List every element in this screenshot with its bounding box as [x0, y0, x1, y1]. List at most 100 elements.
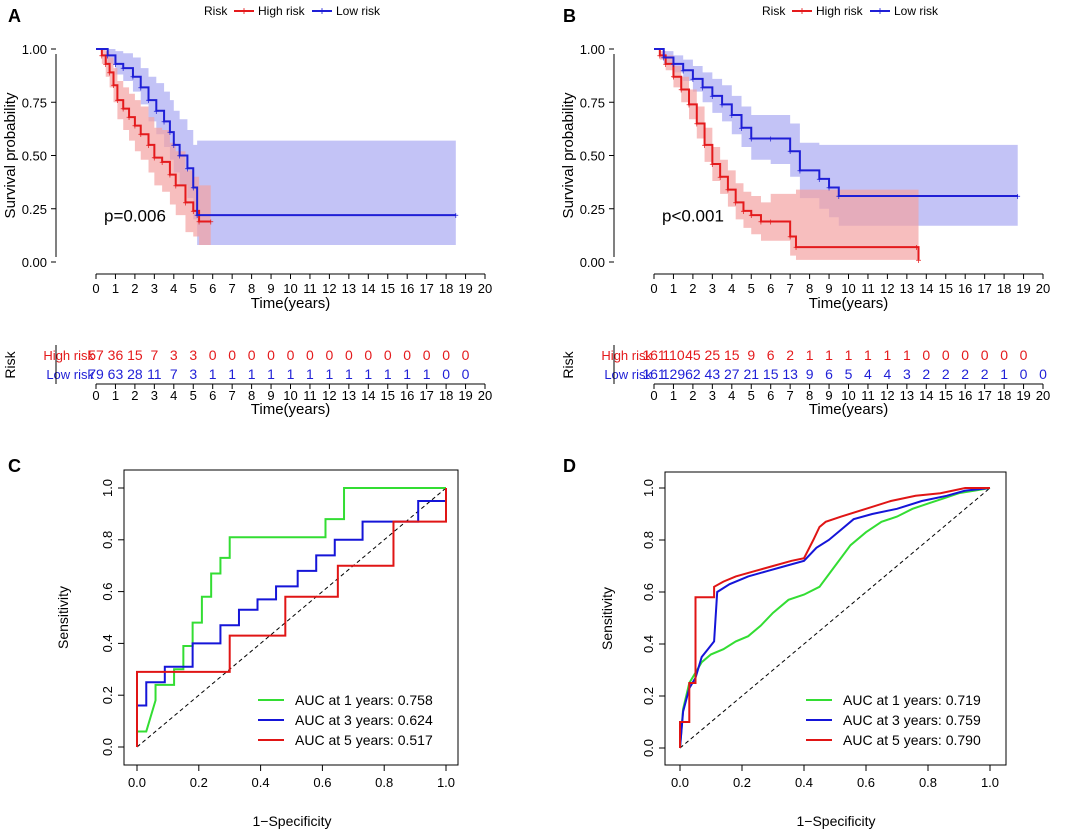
x-tick-label: 10	[283, 281, 297, 296]
y-tick-label: 0.0	[641, 739, 656, 757]
risk-table-high-count: 45	[685, 347, 701, 363]
km-censor-mark-low: +	[138, 83, 144, 94]
y-tick-label: 0.8	[641, 531, 656, 549]
km-censor-mark-high: +	[741, 207, 747, 218]
x-tick-label: 0.0	[128, 775, 146, 790]
risk-table-low-count: 6	[825, 366, 833, 382]
risk-table-high-count: 1	[864, 347, 872, 363]
km-censor-mark-low: +	[113, 60, 119, 71]
risk-table-x-tick-label: 10	[283, 388, 297, 403]
risk-table-x-tick-label: 18	[439, 388, 453, 403]
risk-table-x-tick-label: 19	[1016, 388, 1030, 403]
km-censor-mark-high: +	[709, 160, 715, 171]
km-censor-mark-low: +	[105, 51, 111, 62]
x-tick-label: 0.6	[857, 775, 875, 790]
x-tick-label: 13	[342, 281, 356, 296]
risk-table-high-count: 1	[903, 347, 911, 363]
roc-curve-3y	[679, 487, 991, 749]
x-axis-title: 1−Specificity	[797, 813, 876, 829]
p-value: p=0.006	[104, 207, 166, 226]
km-censor-mark-high: +	[758, 218, 764, 229]
risk-table-high-count: 0	[384, 347, 392, 363]
roc-curve-1y	[679, 487, 991, 749]
km-censor-mark-high: +	[678, 85, 684, 96]
km-censor-mark-high: +	[916, 256, 922, 267]
x-tick-label: 3	[709, 281, 716, 296]
risk-table-x-tick-label: 13	[900, 388, 914, 403]
y-tick-label: 0.25	[580, 202, 605, 217]
km-censor-mark-high: +	[120, 105, 126, 116]
risk-table-x-tick-label: 13	[342, 388, 356, 403]
risk-table-high-count: 36	[108, 347, 124, 363]
legend-low-cross-icon: +	[318, 4, 325, 18]
km-censor-mark-high: +	[111, 81, 117, 92]
x-tick-label: 3	[151, 281, 158, 296]
risk-table-x-tick-label: 15	[939, 388, 953, 403]
km-censor-mark-high: +	[725, 186, 731, 197]
risk-table-low-count: 9	[806, 366, 814, 382]
km-censor-mark-high: +	[138, 130, 144, 141]
x-axis-title: 1−Specificity	[253, 813, 332, 829]
risk-table-low-count: 63	[108, 366, 124, 382]
y-tick-label: 0.50	[22, 149, 47, 164]
legend-title: Risk	[762, 4, 786, 18]
risk-table-high-count: 0	[961, 347, 969, 363]
legend-title: Risk	[204, 4, 228, 18]
y-axis-title: Sensitivity	[599, 587, 615, 650]
km-censor-mark-high: +	[159, 158, 165, 169]
legend-label: AUC at 1 years: 0.719	[843, 692, 981, 708]
diagonal-reference-line	[136, 487, 447, 748]
y-tick-label: 0.2	[100, 686, 115, 704]
km-censor-mark-low: +	[836, 192, 842, 203]
km-censor-mark-high: +	[190, 207, 196, 218]
panel-letter: A	[8, 6, 21, 26]
risk-table-high-count: 7	[150, 347, 158, 363]
km-censor-mark-low: +	[120, 64, 126, 75]
risk-table-x-tick-label: 1	[670, 388, 677, 403]
roc-curve-3y	[136, 499, 446, 747]
y-tick-label: 0.6	[641, 583, 656, 601]
y-axis-title: Sensitivity	[55, 586, 71, 649]
km-censor-mark-low: +	[680, 66, 686, 77]
x-tick-label: 18	[439, 281, 453, 296]
risk-table-x-tick-label: 10	[841, 388, 855, 403]
risk-table-high-count: 57	[88, 347, 104, 363]
km-censor-mark-low: +	[729, 111, 735, 122]
risk-table-low-count: 62	[685, 366, 701, 382]
x-tick-label: 12	[880, 281, 894, 296]
risk-table-x-tick-label: 11	[861, 388, 875, 403]
x-tick-label: 12	[322, 281, 336, 296]
risk-table-low-label: Low risk	[46, 367, 94, 382]
risk-table-x-tick-label: 12	[322, 388, 336, 403]
risk-table-x-tick-label: 19	[458, 388, 472, 403]
risk-table-x-tick-label: 14	[361, 388, 375, 403]
risk-table-high-count: 15	[724, 347, 740, 363]
risk-table-x-tick-label: 9	[267, 388, 274, 403]
p-value: p<0.001	[662, 207, 724, 226]
x-tick-label: 6	[209, 281, 216, 296]
km-censor-mark-low: +	[739, 124, 745, 135]
risk-table-low-count: 79	[88, 366, 104, 382]
y-tick-label: 1.00	[580, 42, 605, 57]
risk-table-low-count: 5	[845, 366, 853, 382]
risk-table-low-count: 0	[442, 366, 450, 382]
km-censor-mark-low: +	[826, 183, 832, 194]
km-censor-mark-low: +	[709, 92, 715, 103]
km-censor-mark-high: +	[132, 122, 138, 133]
km-censor-mark-high: +	[914, 243, 920, 254]
legend-high-cross-icon: +	[798, 4, 805, 18]
legend-high-label: High risk	[816, 4, 864, 18]
risk-table-high-count: 1	[806, 347, 814, 363]
x-tick-label: 8	[248, 281, 255, 296]
risk-table-low-count: 1	[345, 366, 353, 382]
x-tick-label: 11	[861, 281, 875, 296]
x-tick-label: 14	[919, 281, 933, 296]
risk-table-high-count: 0	[922, 347, 930, 363]
roc-curve-5y	[679, 487, 990, 748]
y-tick-label: 0.4	[100, 634, 115, 652]
x-tick-label: 19	[458, 281, 472, 296]
km-censor-mark-high: +	[151, 154, 157, 165]
km-censor-mark-low: +	[700, 83, 706, 94]
x-tick-label: 0.4	[795, 775, 813, 790]
x-tick-label: 2	[131, 281, 138, 296]
